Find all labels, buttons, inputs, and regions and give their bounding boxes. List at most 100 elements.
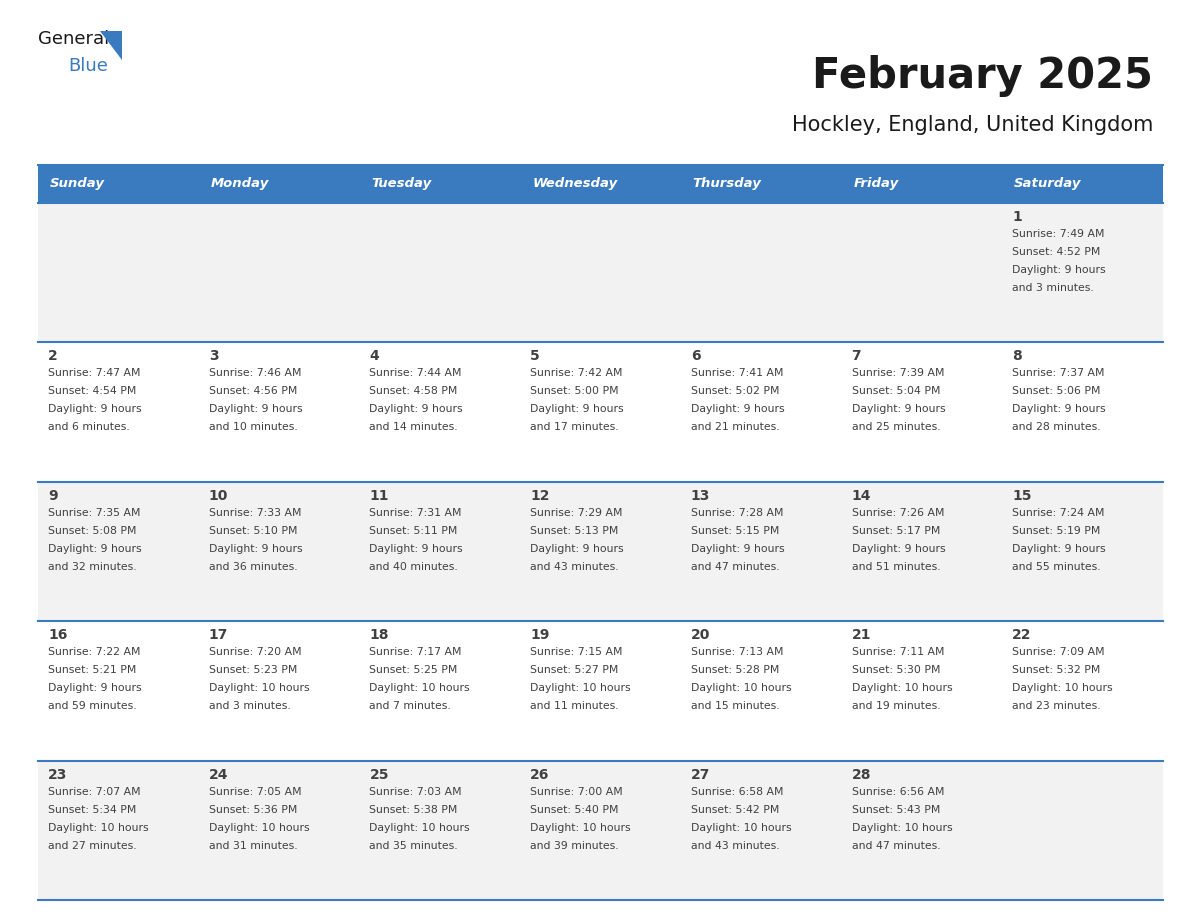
Text: 10: 10 bbox=[209, 488, 228, 503]
Text: Daylight: 9 hours: Daylight: 9 hours bbox=[1012, 543, 1106, 554]
Text: Sunrise: 7:42 AM: Sunrise: 7:42 AM bbox=[530, 368, 623, 378]
Text: Sunset: 5:34 PM: Sunset: 5:34 PM bbox=[48, 804, 137, 814]
Text: Hockley, England, United Kingdom: Hockley, England, United Kingdom bbox=[791, 115, 1154, 135]
Text: and 43 minutes.: and 43 minutes. bbox=[691, 841, 779, 851]
Text: Sunrise: 7:41 AM: Sunrise: 7:41 AM bbox=[691, 368, 783, 378]
Text: and 3 minutes.: and 3 minutes. bbox=[1012, 283, 1094, 293]
Text: and 36 minutes.: and 36 minutes. bbox=[209, 562, 297, 572]
Bar bbox=[360, 165, 520, 203]
Bar bbox=[38, 165, 198, 203]
Text: and 43 minutes.: and 43 minutes. bbox=[530, 562, 619, 572]
Text: Sunrise: 7:47 AM: Sunrise: 7:47 AM bbox=[48, 368, 140, 378]
Text: 5: 5 bbox=[530, 350, 539, 364]
Text: Sunset: 5:04 PM: Sunset: 5:04 PM bbox=[852, 386, 940, 397]
Bar bbox=[360, 761, 520, 900]
Bar bbox=[841, 482, 1003, 621]
Bar bbox=[681, 621, 841, 761]
Text: Daylight: 9 hours: Daylight: 9 hours bbox=[1012, 405, 1106, 414]
Text: Sunset: 5:19 PM: Sunset: 5:19 PM bbox=[1012, 526, 1100, 536]
Text: Daylight: 10 hours: Daylight: 10 hours bbox=[209, 683, 309, 693]
Text: Wednesday: Wednesday bbox=[532, 177, 618, 191]
Text: and 10 minutes.: and 10 minutes. bbox=[209, 422, 297, 432]
Text: Sunset: 5:25 PM: Sunset: 5:25 PM bbox=[369, 666, 457, 676]
Text: Daylight: 9 hours: Daylight: 9 hours bbox=[48, 543, 141, 554]
Text: Daylight: 10 hours: Daylight: 10 hours bbox=[691, 823, 791, 833]
Text: and 47 minutes.: and 47 minutes. bbox=[852, 841, 940, 851]
Text: 23: 23 bbox=[48, 767, 68, 781]
Text: and 32 minutes.: and 32 minutes. bbox=[48, 562, 137, 572]
Text: 4: 4 bbox=[369, 350, 379, 364]
Text: 28: 28 bbox=[852, 767, 871, 781]
Text: Sunset: 5:06 PM: Sunset: 5:06 PM bbox=[1012, 386, 1101, 397]
Text: Daylight: 9 hours: Daylight: 9 hours bbox=[691, 405, 784, 414]
Text: Daylight: 9 hours: Daylight: 9 hours bbox=[48, 405, 141, 414]
Text: Daylight: 9 hours: Daylight: 9 hours bbox=[530, 543, 624, 554]
Text: Daylight: 10 hours: Daylight: 10 hours bbox=[852, 683, 953, 693]
Text: and 17 minutes.: and 17 minutes. bbox=[530, 422, 619, 432]
Text: 8: 8 bbox=[1012, 350, 1022, 364]
Text: 1: 1 bbox=[1012, 210, 1022, 224]
Text: and 47 minutes.: and 47 minutes. bbox=[691, 562, 779, 572]
Text: and 7 minutes.: and 7 minutes. bbox=[369, 701, 451, 711]
Text: and 23 minutes.: and 23 minutes. bbox=[1012, 701, 1101, 711]
Text: Sunset: 5:32 PM: Sunset: 5:32 PM bbox=[1012, 666, 1100, 676]
Text: 18: 18 bbox=[369, 628, 388, 643]
Text: Sunrise: 7:15 AM: Sunrise: 7:15 AM bbox=[530, 647, 623, 657]
Text: Daylight: 9 hours: Daylight: 9 hours bbox=[1012, 265, 1106, 275]
Text: Daylight: 9 hours: Daylight: 9 hours bbox=[369, 405, 463, 414]
Text: Daylight: 9 hours: Daylight: 9 hours bbox=[852, 543, 946, 554]
Text: Sunrise: 7:35 AM: Sunrise: 7:35 AM bbox=[48, 508, 140, 518]
Bar bbox=[1003, 165, 1163, 203]
Text: and 11 minutes.: and 11 minutes. bbox=[530, 701, 619, 711]
Text: 19: 19 bbox=[530, 628, 550, 643]
Text: and 19 minutes.: and 19 minutes. bbox=[852, 701, 940, 711]
Bar bbox=[681, 203, 841, 342]
Text: 21: 21 bbox=[852, 628, 871, 643]
Text: Sunset: 4:56 PM: Sunset: 4:56 PM bbox=[209, 386, 297, 397]
Bar bbox=[841, 165, 1003, 203]
Text: Sunrise: 6:56 AM: Sunrise: 6:56 AM bbox=[852, 787, 944, 797]
Text: 22: 22 bbox=[1012, 628, 1032, 643]
Text: and 59 minutes.: and 59 minutes. bbox=[48, 701, 137, 711]
Polygon shape bbox=[100, 31, 122, 60]
Text: Sunrise: 7:03 AM: Sunrise: 7:03 AM bbox=[369, 787, 462, 797]
Bar bbox=[198, 761, 360, 900]
Text: 13: 13 bbox=[691, 488, 710, 503]
Bar bbox=[198, 165, 360, 203]
Bar bbox=[520, 761, 681, 900]
Text: 15: 15 bbox=[1012, 488, 1032, 503]
Bar bbox=[360, 203, 520, 342]
Text: Daylight: 10 hours: Daylight: 10 hours bbox=[691, 683, 791, 693]
Text: Sunrise: 7:24 AM: Sunrise: 7:24 AM bbox=[1012, 508, 1105, 518]
Text: Daylight: 10 hours: Daylight: 10 hours bbox=[209, 823, 309, 833]
Bar bbox=[681, 342, 841, 482]
Bar bbox=[38, 203, 198, 342]
Bar bbox=[520, 482, 681, 621]
Bar bbox=[1003, 342, 1163, 482]
Text: Sunrise: 7:44 AM: Sunrise: 7:44 AM bbox=[369, 368, 462, 378]
Bar bbox=[360, 621, 520, 761]
Text: Sunrise: 7:26 AM: Sunrise: 7:26 AM bbox=[852, 508, 944, 518]
Bar bbox=[681, 761, 841, 900]
Text: Sunset: 4:54 PM: Sunset: 4:54 PM bbox=[48, 386, 137, 397]
Text: Daylight: 9 hours: Daylight: 9 hours bbox=[48, 683, 141, 693]
Text: and 35 minutes.: and 35 minutes. bbox=[369, 841, 459, 851]
Text: Sunset: 5:36 PM: Sunset: 5:36 PM bbox=[209, 804, 297, 814]
Text: Sunset: 5:17 PM: Sunset: 5:17 PM bbox=[852, 526, 940, 536]
Bar bbox=[520, 621, 681, 761]
Text: Sunset: 5:02 PM: Sunset: 5:02 PM bbox=[691, 386, 779, 397]
Text: Saturday: Saturday bbox=[1015, 177, 1082, 191]
Text: 25: 25 bbox=[369, 767, 388, 781]
Text: Sunrise: 7:29 AM: Sunrise: 7:29 AM bbox=[530, 508, 623, 518]
Text: Sunrise: 7:37 AM: Sunrise: 7:37 AM bbox=[1012, 368, 1105, 378]
Text: 12: 12 bbox=[530, 488, 550, 503]
Text: and 39 minutes.: and 39 minutes. bbox=[530, 841, 619, 851]
Bar bbox=[360, 342, 520, 482]
Bar bbox=[1003, 621, 1163, 761]
Bar bbox=[38, 342, 198, 482]
Text: Sunrise: 7:05 AM: Sunrise: 7:05 AM bbox=[209, 787, 302, 797]
Text: Daylight: 10 hours: Daylight: 10 hours bbox=[369, 683, 470, 693]
Text: Blue: Blue bbox=[68, 57, 108, 75]
Text: Friday: Friday bbox=[853, 177, 899, 191]
Text: Sunrise: 7:17 AM: Sunrise: 7:17 AM bbox=[369, 647, 462, 657]
